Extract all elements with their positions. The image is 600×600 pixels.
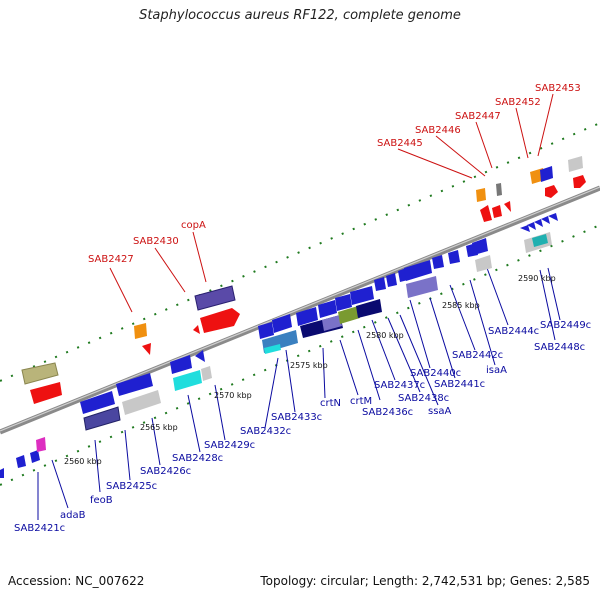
kbp-tick: 2575 kbp <box>290 361 328 370</box>
accession-text: Accession: NC_007622 <box>8 574 145 588</box>
kbp-tick: 2565 kbp <box>140 423 178 432</box>
leader-lines <box>37 267 561 520</box>
gene-label: feoB <box>90 495 113 506</box>
genes-forward-strand <box>21 156 586 404</box>
gene-label: ssaA <box>428 406 452 417</box>
kbp-tick: 2580 kbp <box>366 331 404 340</box>
topology-text: Topology: circular; Length: 2,742,531 bp… <box>260 574 590 588</box>
gene-labels-red: SAB2427 SAB2430 copA SAB2445 SAB2446 SAB… <box>88 83 581 265</box>
gene-label: SAB2440c <box>410 368 461 379</box>
kbp-tick: 2590 kbp <box>518 274 556 283</box>
gene-label: SAB2428c <box>172 453 223 464</box>
map-title: Staphylococcus aureus RF122, complete ge… <box>139 8 461 23</box>
gene-label: SAB2427 <box>88 254 134 265</box>
gene-label: SAB2421c <box>14 523 65 534</box>
gene-label: adaB <box>60 510 86 521</box>
gene-label: SAB2448c <box>534 342 585 353</box>
leader-lines-red <box>109 93 554 313</box>
gene-label: crtN <box>320 398 341 409</box>
gene-label: SAB2453 <box>535 83 581 94</box>
gene-label: SAB2437c <box>374 380 425 391</box>
gene-label: isaA <box>486 365 507 376</box>
gene-label: SAB2425c <box>106 481 157 492</box>
gene-label: SAB2429c <box>204 440 255 451</box>
gene-labels-blue: SAB2421c adaB feoB SAB2425c SAB2426c SAB… <box>14 320 591 534</box>
gene-label: SAB2445 <box>377 138 423 149</box>
kbp-tick-labels: 2560 kbp 2565 kbp 2570 kbp 2575 kbp 2580… <box>64 274 556 466</box>
genome-backbone <box>0 185 600 435</box>
gene-label: crtM <box>350 396 372 407</box>
kbp-tick: 2585 kbp <box>442 301 480 310</box>
gene-label: SAB2433c <box>271 412 322 423</box>
dotted-tracks <box>0 122 600 486</box>
kbp-tick: 2560 kbp <box>64 457 102 466</box>
gene-label: SAB2441c <box>434 379 485 390</box>
kbp-tick: 2570 kbp <box>214 391 252 400</box>
genes-reverse-strand <box>0 213 558 478</box>
gene-label: SAB2436c <box>362 407 413 418</box>
gene-label: SAB2447 <box>455 111 501 122</box>
gene-label: SAB2442c <box>452 350 503 361</box>
gene-label: SAB2444c <box>488 326 539 337</box>
gene-label: SAB2446 <box>415 125 461 136</box>
gene-label: SAB2438c <box>398 393 449 404</box>
gene-label: SAB2449c <box>540 320 591 331</box>
gene-label: SAB2426c <box>140 466 191 477</box>
gene-label: copA <box>181 220 206 231</box>
gene-label: SAB2430 <box>133 236 179 247</box>
gene-label: SAB2452 <box>495 97 541 108</box>
gene-label: SAB2432c <box>240 426 291 437</box>
